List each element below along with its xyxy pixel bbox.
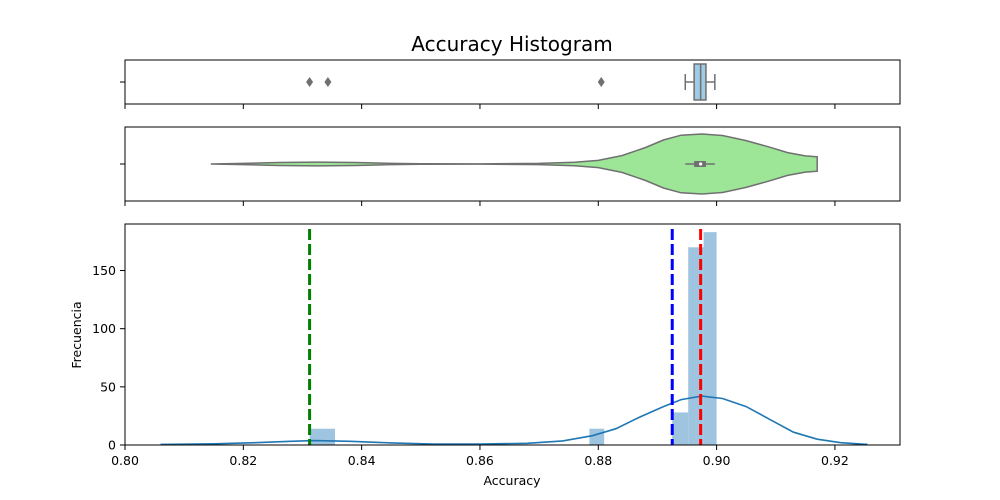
violin-panel [120, 126, 901, 206]
histogram-marks [160, 229, 868, 446]
boxplot-ticks [120, 81, 836, 109]
histogram-x-ticks: 0.80 0.82 0.84 0.86 0.88 0.90 0.92 [111, 445, 849, 468]
histogram-bar [672, 412, 689, 445]
x-tick-label: 0.88 [584, 453, 612, 468]
boxplot-frame [124, 59, 901, 105]
boxplot-panel [120, 59, 901, 109]
histogram-y-ticks: 0 50 100 150 [92, 263, 125, 453]
outlier-point [324, 77, 332, 87]
histogram-frame [124, 223, 901, 446]
histogram-bar [589, 428, 605, 445]
boxplot-marks [306, 63, 716, 101]
histogram-bar [703, 232, 717, 445]
y-tick-label: 0 [108, 438, 116, 453]
x-tick-label: 0.82 [229, 453, 257, 468]
y-axis-label: Frecuencia [69, 301, 84, 368]
violin-ticks [120, 163, 836, 206]
kde-curve [160, 395, 868, 446]
violin-marks [210, 133, 818, 195]
x-tick-label: 0.92 [821, 453, 849, 468]
outlier-point [597, 77, 605, 87]
violin-median-dot [699, 162, 703, 166]
x-tick-label: 0.84 [348, 453, 376, 468]
y-tick-label: 50 [100, 379, 116, 394]
chart-title: Accuracy Histogram [411, 32, 612, 56]
x-tick-label: 0.86 [466, 453, 494, 468]
histogram-panel: 0.80 0.82 0.84 0.86 0.88 0.90 0.92 0 50 100 150 A… [69, 223, 901, 488]
x-tick-label: 0.90 [703, 453, 731, 468]
y-tick-label: 100 [92, 321, 116, 336]
violin-body [210, 133, 818, 195]
outlier-point [306, 77, 314, 87]
x-axis-label: Accuracy [483, 473, 541, 488]
y-tick-label: 150 [92, 263, 116, 278]
histogram-bar [309, 428, 336, 445]
x-tick-label: 0.80 [111, 453, 139, 468]
